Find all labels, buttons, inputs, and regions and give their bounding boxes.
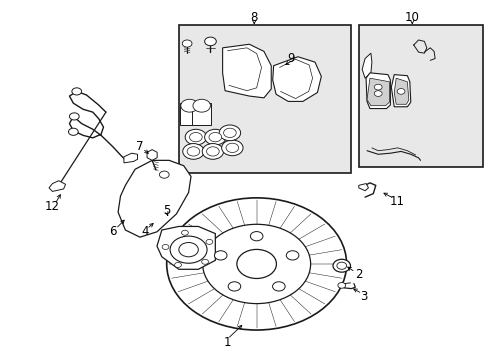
Circle shape [225, 143, 238, 153]
Circle shape [373, 84, 381, 90]
Circle shape [170, 236, 206, 263]
Circle shape [201, 259, 208, 264]
Text: 11: 11 [389, 195, 405, 208]
Circle shape [208, 132, 221, 142]
Circle shape [166, 198, 346, 330]
Polygon shape [123, 153, 137, 163]
Circle shape [204, 129, 225, 145]
Polygon shape [272, 57, 321, 102]
Circle shape [202, 224, 310, 303]
Polygon shape [358, 184, 368, 191]
Circle shape [236, 249, 276, 279]
Bar [179, 24, 351, 173]
Text: 5: 5 [163, 204, 170, 217]
Circle shape [174, 262, 181, 267]
Polygon shape [147, 150, 157, 160]
Circle shape [396, 89, 404, 94]
Circle shape [206, 147, 219, 156]
Circle shape [228, 282, 240, 291]
Polygon shape [222, 44, 271, 98]
Bar [180, 103, 199, 125]
Polygon shape [362, 53, 371, 78]
Circle shape [219, 125, 240, 141]
Text: 9: 9 [286, 52, 294, 65]
Circle shape [272, 282, 285, 291]
Text: 7: 7 [136, 140, 143, 153]
Circle shape [183, 144, 203, 159]
Circle shape [373, 91, 381, 96]
Circle shape [337, 283, 345, 288]
Circle shape [159, 171, 169, 178]
Text: 10: 10 [404, 11, 419, 24]
Text: 12: 12 [45, 200, 60, 213]
Text: 1: 1 [224, 336, 231, 349]
Polygon shape [366, 73, 389, 109]
Text: 8: 8 [250, 11, 257, 24]
Polygon shape [390, 75, 410, 107]
Circle shape [332, 259, 350, 272]
Circle shape [204, 37, 216, 46]
Circle shape [214, 251, 226, 260]
Polygon shape [366, 78, 388, 106]
Circle shape [72, 88, 81, 95]
Circle shape [162, 244, 168, 249]
Circle shape [187, 147, 200, 156]
Circle shape [193, 99, 210, 112]
Circle shape [223, 128, 236, 138]
Circle shape [185, 129, 206, 145]
Circle shape [69, 113, 79, 120]
Circle shape [181, 99, 198, 112]
Circle shape [181, 230, 188, 235]
Bar [358, 24, 482, 167]
Text: 4: 4 [141, 225, 148, 238]
Circle shape [221, 140, 243, 156]
Text: 6: 6 [109, 225, 117, 238]
Bar [192, 103, 211, 125]
Polygon shape [49, 181, 65, 192]
Polygon shape [393, 78, 408, 104]
Polygon shape [118, 160, 191, 237]
Circle shape [182, 40, 192, 47]
Circle shape [250, 231, 263, 241]
Circle shape [205, 239, 212, 244]
Circle shape [336, 262, 346, 269]
Text: 3: 3 [359, 289, 366, 303]
Circle shape [189, 132, 202, 142]
Circle shape [285, 251, 298, 260]
Polygon shape [157, 226, 215, 269]
Circle shape [202, 144, 223, 159]
Circle shape [179, 243, 198, 257]
Text: 2: 2 [354, 268, 362, 281]
Circle shape [68, 128, 78, 135]
